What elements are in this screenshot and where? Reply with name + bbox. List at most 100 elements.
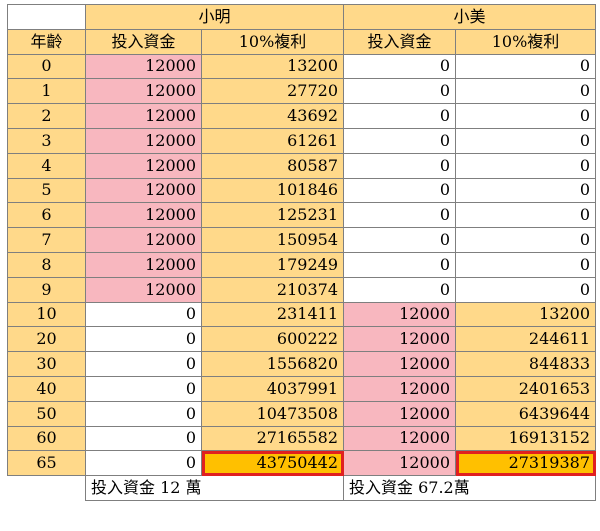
age-cell[interactable]: 65: [7, 450, 86, 477]
xiaomei-invest-cell[interactable]: 12000: [343, 425, 456, 452]
xiaoming-invest-cell[interactable]: 12000: [85, 103, 202, 129]
age-cell[interactable]: 2: [7, 103, 86, 129]
xiaoming-compound-cell[interactable]: 210374: [201, 276, 344, 303]
xiaomei-invest-cell[interactable]: 0: [343, 177, 456, 204]
xiaoming-compound-cell[interactable]: 43750442: [201, 450, 344, 477]
xiaoming-compound-cell[interactable]: 61261: [201, 127, 344, 154]
xiaomei-compound-cell[interactable]: 6439644: [455, 400, 596, 427]
header-invest-xiaoming[interactable]: 投入資金: [85, 28, 202, 55]
header-compound-xiaoming[interactable]: 10%複利: [201, 28, 344, 55]
xiaoming-invest-cell[interactable]: 12000: [85, 251, 202, 278]
table-row: 60 0 27165582 12000 16913152: [7, 425, 596, 452]
group-header-xiaomei[interactable]: 小美: [343, 4, 596, 30]
xiaoming-compound-cell[interactable]: 179249: [201, 251, 344, 278]
age-cell[interactable]: 30: [7, 351, 86, 377]
xiaomei-compound-cell[interactable]: 0: [455, 177, 596, 204]
xiaoming-invest-cell[interactable]: 12000: [85, 276, 202, 303]
xiaomei-invest-cell[interactable]: 0: [343, 251, 456, 278]
xiaomei-invest-cell[interactable]: 12000: [343, 450, 456, 477]
xiaomei-compound-cell[interactable]: 0: [455, 251, 596, 278]
age-cell[interactable]: 60: [7, 425, 86, 452]
xiaomei-invest-cell[interactable]: 0: [343, 127, 456, 154]
header-invest-xiaomei[interactable]: 投入資金: [343, 28, 456, 55]
xiaomei-invest-cell[interactable]: 0: [343, 53, 456, 80]
xiaoming-compound-cell[interactable]: 231411: [201, 301, 344, 328]
xiaomei-invest-cell[interactable]: 12000: [343, 351, 456, 377]
xiaoming-invest-cell[interactable]: 12000: [85, 53, 202, 80]
xiaoming-invest-cell[interactable]: 12000: [85, 127, 202, 154]
age-cell[interactable]: 10: [7, 301, 86, 328]
xiaomei-compound-cell[interactable]: 27319387: [455, 450, 596, 477]
xiaoming-invest-cell[interactable]: 12000: [85, 202, 202, 229]
age-cell[interactable]: 4: [7, 152, 86, 179]
age-cell[interactable]: 5: [7, 177, 86, 204]
age-cell[interactable]: 6: [7, 202, 86, 229]
xiaoming-invest-cell[interactable]: 12000: [85, 78, 202, 105]
xiaoming-invest-cell[interactable]: 0: [85, 425, 202, 452]
xiaomei-compound-cell[interactable]: 0: [455, 103, 596, 129]
corner-cell[interactable]: [7, 4, 86, 30]
age-cell[interactable]: 1: [7, 78, 86, 105]
xiaomei-compound-cell[interactable]: 2401653: [455, 375, 596, 402]
xiaomei-invest-cell[interactable]: 0: [343, 78, 456, 105]
xiaomei-invest-cell[interactable]: 12000: [343, 375, 456, 402]
xiaomei-compound-cell[interactable]: 244611: [455, 326, 596, 353]
table-row: 9 12000 210374 0 0: [7, 276, 596, 303]
xiaoming-compound-cell[interactable]: 125231: [201, 202, 344, 229]
age-cell[interactable]: 3: [7, 127, 86, 154]
xiaomei-invest-cell[interactable]: 12000: [343, 326, 456, 353]
xiaoming-invest-cell[interactable]: 0: [85, 400, 202, 427]
xiaomei-invest-cell[interactable]: 12000: [343, 400, 456, 427]
xiaoming-compound-cell[interactable]: 27165582: [201, 425, 344, 452]
table-row: 10 0 231411 12000 13200: [7, 301, 596, 328]
age-cell[interactable]: 20: [7, 326, 86, 353]
xiaoming-invest-cell[interactable]: 0: [85, 450, 202, 477]
xiaoming-invest-cell[interactable]: 12000: [85, 152, 202, 179]
xiaomei-compound-cell[interactable]: 0: [455, 78, 596, 105]
xiaoming-compound-cell[interactable]: 4037991: [201, 375, 344, 402]
header-age[interactable]: 年齡: [7, 28, 86, 55]
header-compound-xiaomei[interactable]: 10%複利: [455, 28, 596, 55]
xiaoming-compound-cell[interactable]: 80587: [201, 152, 344, 179]
xiaoming-compound-cell[interactable]: 43692: [201, 103, 344, 129]
age-cell[interactable]: 8: [7, 251, 86, 278]
age-cell[interactable]: 7: [7, 227, 86, 253]
xiaomei-compound-cell[interactable]: 0: [455, 53, 596, 80]
xiaomei-invest-cell[interactable]: 0: [343, 202, 456, 229]
age-cell[interactable]: 9: [7, 276, 86, 303]
xiaomei-compound-cell[interactable]: 0: [455, 227, 596, 253]
xiaoming-compound-cell[interactable]: 27720: [201, 78, 344, 105]
xiaomei-invest-cell[interactable]: 0: [343, 103, 456, 129]
xiaoming-invest-cell[interactable]: 0: [85, 351, 202, 377]
age-cell[interactable]: 0: [7, 53, 86, 80]
xiaoming-compound-cell[interactable]: 1556820: [201, 351, 344, 377]
xiaoming-invest-cell[interactable]: 0: [85, 301, 202, 328]
xiaoming-invest-cell[interactable]: 12000: [85, 177, 202, 204]
xiaomei-compound-cell[interactable]: 16913152: [455, 425, 596, 452]
xiaoming-invest-cell[interactable]: 0: [85, 375, 202, 402]
xiaomei-compound-cell[interactable]: 13200: [455, 301, 596, 328]
xiaoming-compound-cell[interactable]: 10473508: [201, 400, 344, 427]
xiaomei-compound-cell[interactable]: 0: [455, 202, 596, 229]
xiaomei-invest-cell[interactable]: 0: [343, 152, 456, 179]
xiaoming-compound-cell[interactable]: 600222: [201, 326, 344, 353]
xiaoming-compound-cell[interactable]: 13200: [201, 53, 344, 80]
xiaoming-invest-cell[interactable]: 12000: [85, 227, 202, 253]
xiaomei-invest-cell[interactable]: 0: [343, 276, 456, 303]
summary-row: 投入資金 12 萬投入資金 67.2萬: [7, 475, 596, 501]
xiaomei-compound-cell[interactable]: 844833: [455, 351, 596, 377]
xiaomei-invest-cell[interactable]: 12000: [343, 301, 456, 328]
age-cell[interactable]: 40: [7, 375, 86, 402]
xiaoming-invest-cell[interactable]: 0: [85, 326, 202, 353]
group-header-xiaoming[interactable]: 小明: [85, 4, 344, 30]
group-header-row: 小明 小美: [7, 4, 596, 30]
xiaomei-compound-cell[interactable]: 0: [455, 276, 596, 303]
xiaomei-invest-cell[interactable]: 0: [343, 227, 456, 253]
xiaomei-compound-cell[interactable]: 0: [455, 152, 596, 179]
age-cell[interactable]: 50: [7, 400, 86, 427]
xiaoming-compound-cell[interactable]: 101846: [201, 177, 344, 204]
xiaoming-compound-cell[interactable]: 150954: [201, 227, 344, 253]
xiaomei-compound-cell[interactable]: 0: [455, 127, 596, 154]
summary-xiaoming: 投入資金 12 萬: [85, 475, 344, 501]
table-row: 5 12000 101846 0 0: [7, 177, 596, 204]
